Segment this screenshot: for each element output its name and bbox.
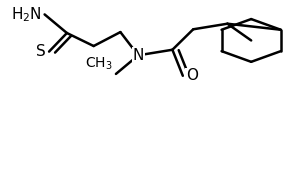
Text: H$_2$N: H$_2$N	[11, 5, 42, 24]
Text: S: S	[36, 44, 46, 59]
Text: O: O	[186, 68, 198, 83]
Text: CH$_3$: CH$_3$	[85, 56, 113, 72]
Text: N: N	[132, 48, 144, 63]
